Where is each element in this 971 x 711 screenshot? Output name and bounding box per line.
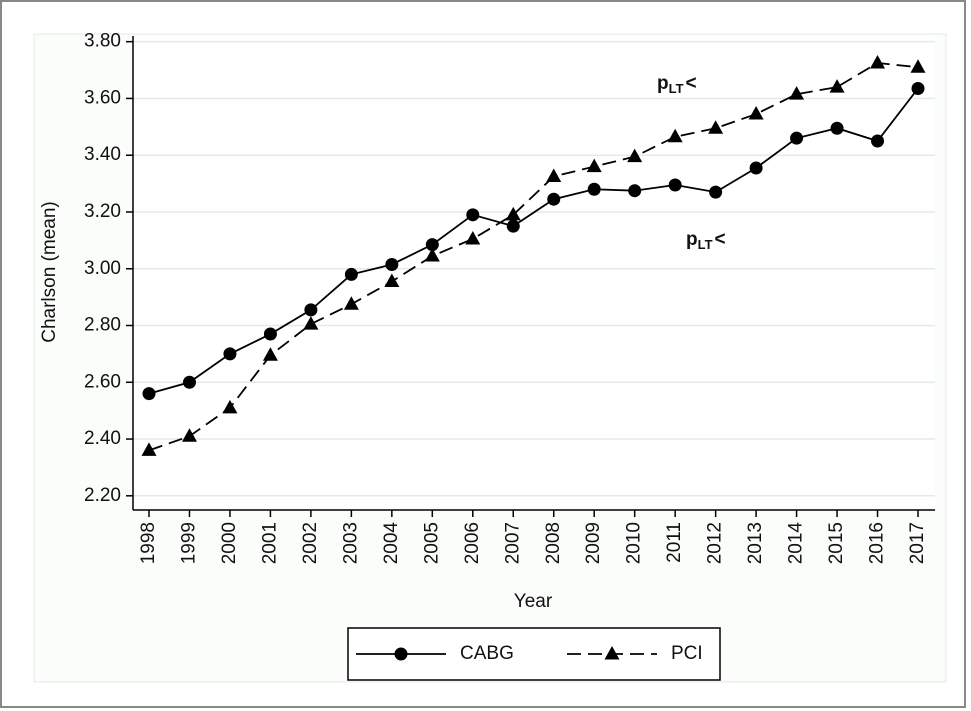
data-point [748,106,764,120]
data-point [587,182,601,196]
data-point [384,273,400,288]
data-point [343,296,359,310]
data-point [911,82,925,96]
legend-marker [604,646,620,660]
annotation-sub: LT [698,237,713,252]
x-tick-label: 2005 [421,522,442,564]
data-point [627,148,643,163]
data-point [668,178,682,192]
x-tick-label: 2003 [340,522,361,564]
x-tick-label: 2009 [583,522,604,564]
data-point [142,387,156,401]
data-point [223,347,237,361]
annotation: pLT < [686,229,726,252]
data-point [910,59,926,73]
x-tick-label: 2006 [462,522,483,564]
annotation-rest: < [686,73,697,94]
data-point [628,184,642,198]
data-point [546,168,562,182]
data-point [871,134,885,148]
x-tick-label: 1998 [138,522,159,564]
x-axis-label: Year [514,591,553,612]
y-tick-label: 3.80 [84,31,121,52]
data-point [870,54,886,69]
data-point [222,399,238,414]
data-point [424,247,440,262]
data-point [182,375,196,389]
y-tick-label: 2.20 [84,485,121,506]
data-point [547,192,561,206]
data-point [466,208,480,222]
data-point [303,316,319,330]
data-point [385,257,399,271]
data-point [465,230,481,245]
y-tick-label: 3.40 [84,144,121,165]
data-point [304,303,318,317]
y-tick-label: 3.20 [84,201,121,222]
x-tick-label: 2011 [664,522,685,563]
y-axis-label: Charlson (mean) [39,201,60,343]
y-tick-label: 2.60 [84,371,121,392]
data-point [667,128,683,143]
annotation-sub: LT [669,81,684,96]
data-point [344,267,358,281]
x-tick-label: 2010 [624,522,645,564]
data-point [708,120,724,134]
data-point [262,347,278,361]
data-point [141,442,157,456]
x-tick-label: 2015 [826,522,847,564]
annotation: pLT < [657,73,697,96]
data-point [586,158,602,173]
data-point [709,185,723,199]
legend-label: PCI [671,643,703,664]
y-tick-label: 3.00 [84,258,121,279]
x-tick-label: 2017 [907,522,928,564]
x-tick-label: 2016 [867,522,888,564]
x-tick-label: 2000 [219,522,240,564]
legend-marker [394,647,408,661]
data-point [829,79,845,93]
data-point [506,219,520,233]
plot-area [133,36,935,510]
data-point [830,121,844,135]
x-tick-label: 2012 [705,522,726,564]
y-tick-label: 3.60 [84,87,121,108]
x-tick-label: 1999 [178,522,199,564]
data-point [790,131,804,145]
annotation-main: p [686,229,698,250]
x-tick-label: 2001 [259,522,280,564]
x-tick-label: 2002 [300,522,321,564]
x-tick-label: 2014 [786,522,807,565]
data-point [181,428,197,442]
x-tick-label: 2007 [502,522,523,564]
x-tick-label: 2004 [381,522,402,565]
annotation-main: p [657,73,669,94]
data-point [749,161,763,175]
series-line [148,87,919,395]
x-tick-label: 2008 [543,522,564,564]
data-point [789,86,805,100]
y-tick-label: 2.40 [84,428,121,449]
y-tick-label: 2.80 [84,315,121,336]
data-point [263,327,277,341]
annotation-rest: < [715,229,726,250]
data-point [505,206,521,221]
data-point [425,238,439,252]
x-tick-label: 2013 [745,522,766,564]
legend-label: CABG [460,643,514,664]
series-line [148,62,919,452]
